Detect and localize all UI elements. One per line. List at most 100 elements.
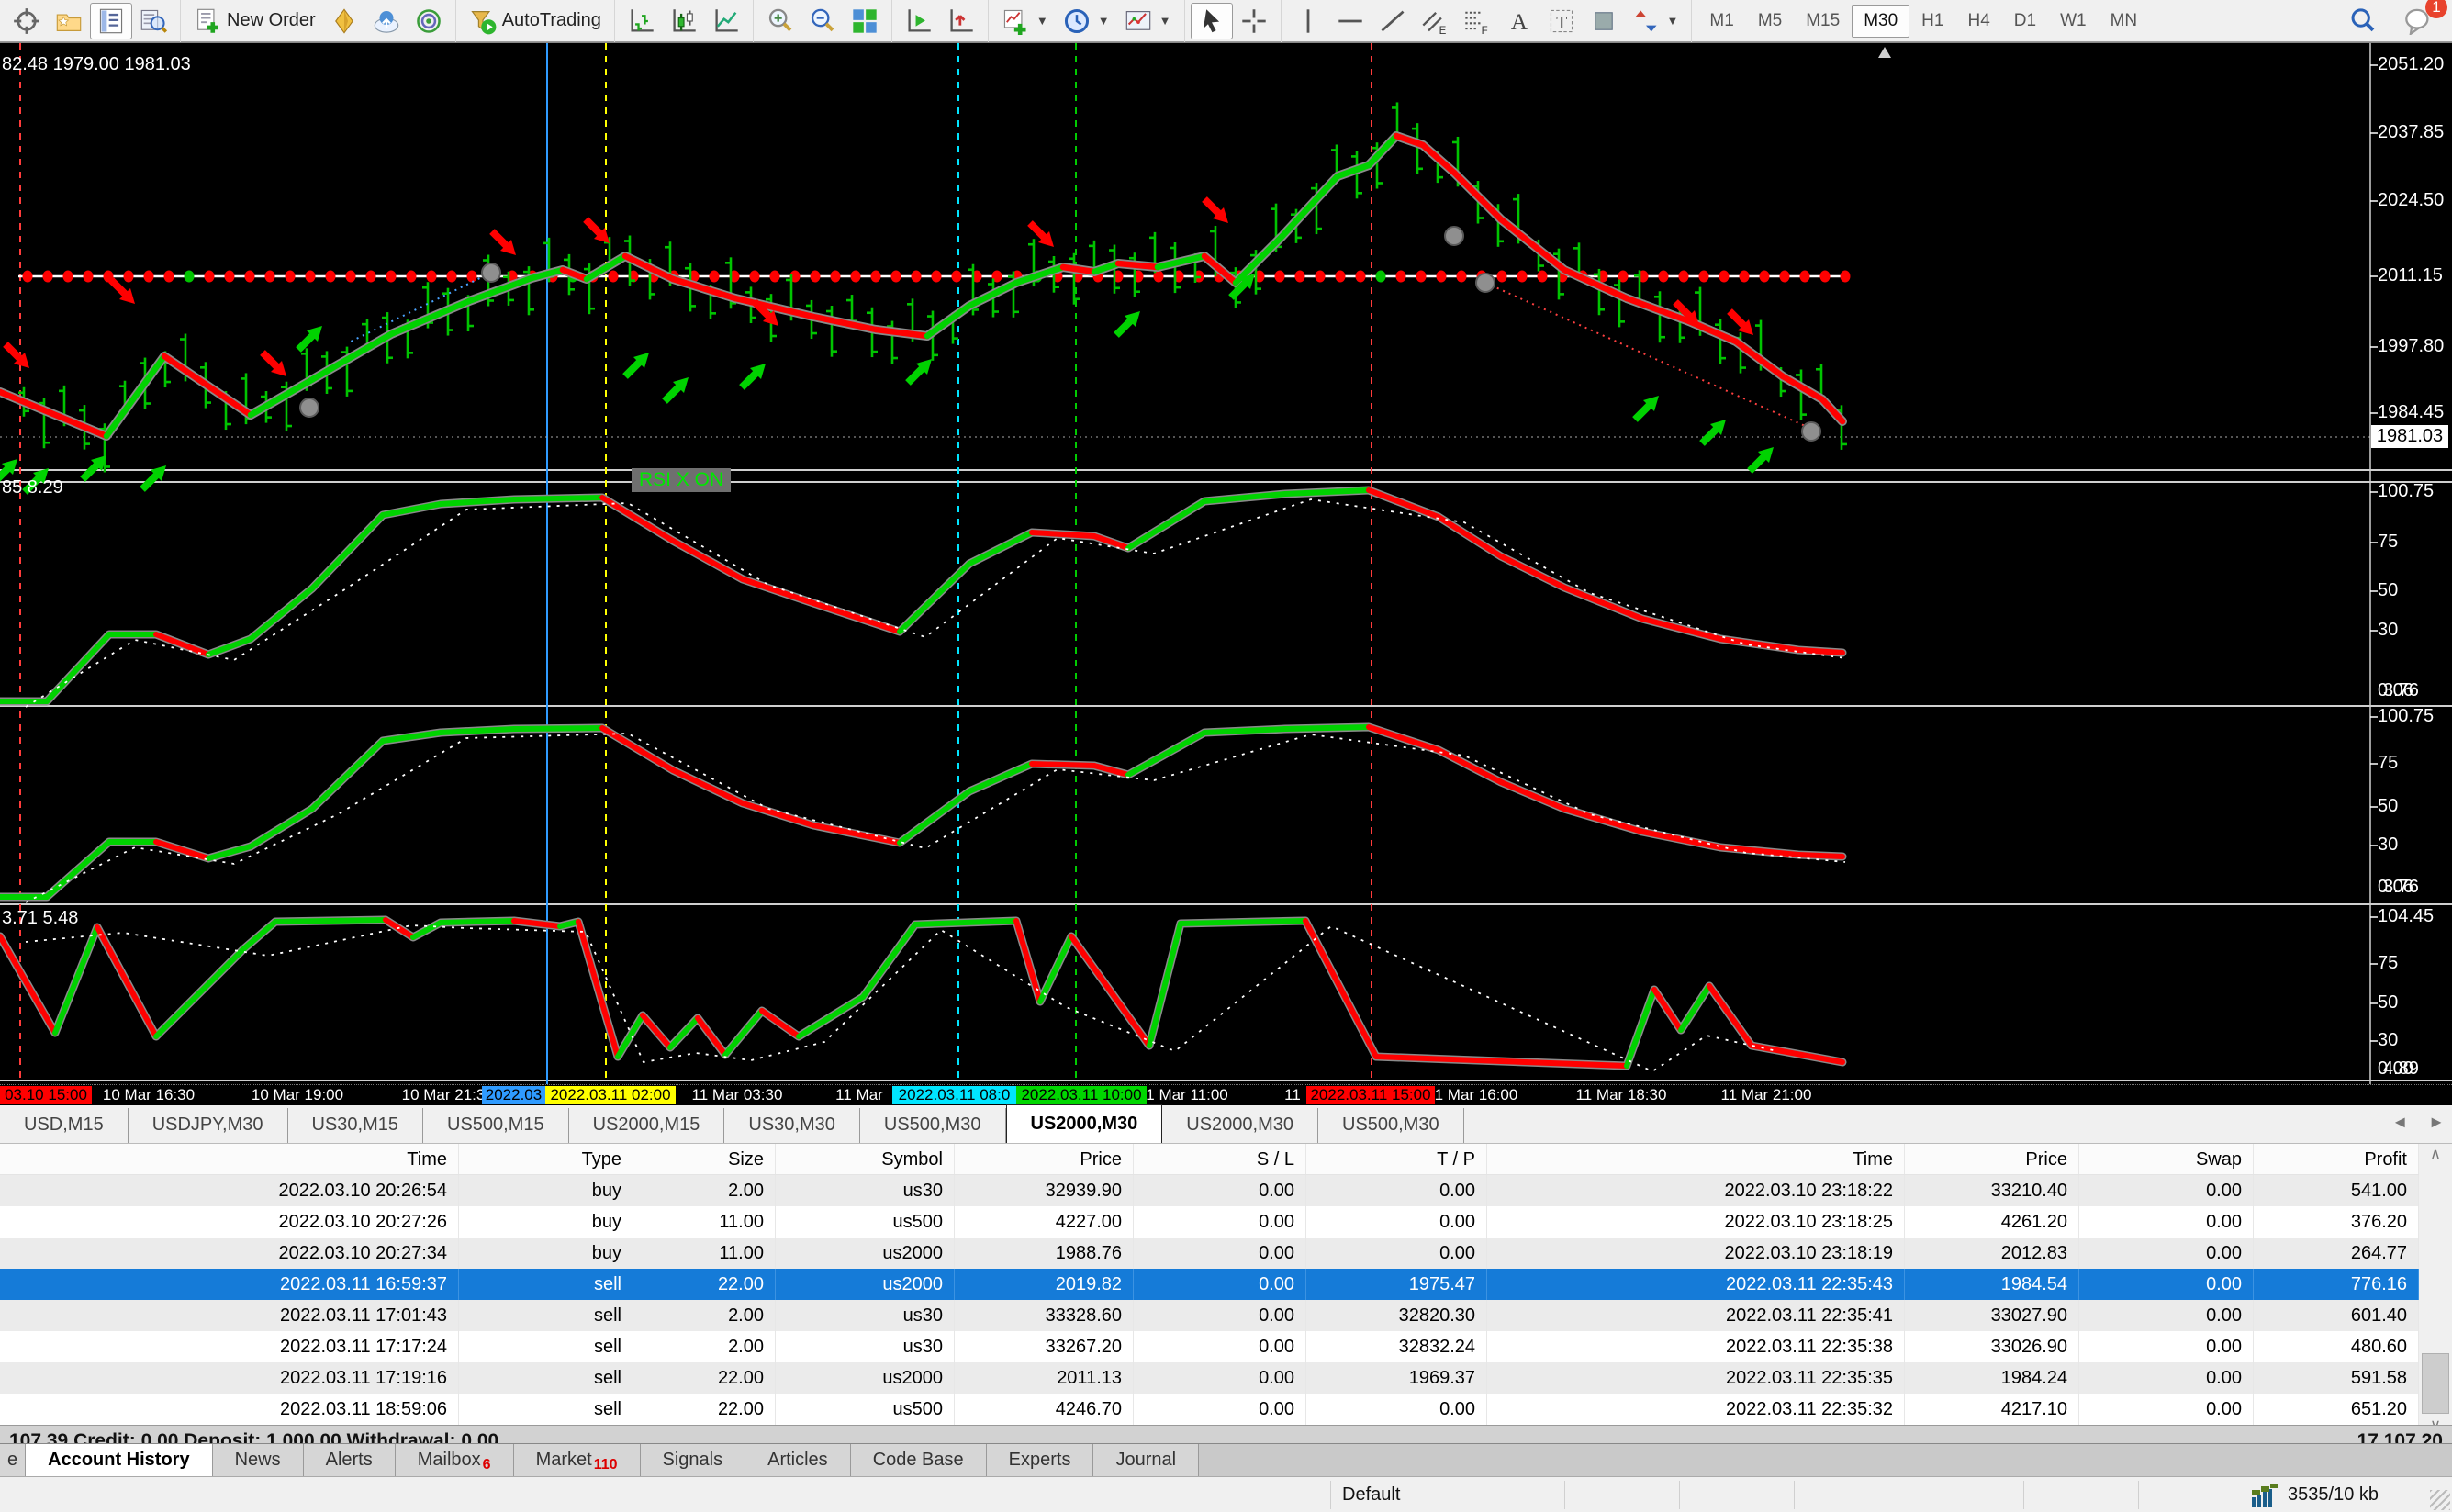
chart-tab-us500-m30[interactable]: US500,M30 [859,1108,1006,1143]
chart-tab-usd-m15[interactable]: USD,M15 [0,1108,129,1143]
terminal-tab-mailbox[interactable]: Mailbox 6 [395,1444,514,1476]
vertical-line-button[interactable] [1287,3,1329,39]
target-button[interactable] [6,3,48,39]
cloud-button[interactable] [365,3,408,39]
dropdown-caret-icon[interactable]: ▼ [1666,14,1679,28]
terminal-tab-alerts[interactable]: Alerts [303,1444,396,1476]
templates-button[interactable]: ▼ [1117,3,1179,39]
table-cell: 2022.03.10 23:18:19 [1487,1238,1905,1269]
timeframe-m30-button[interactable]: M30 [1852,4,1910,38]
chart-canvas[interactable] [0,43,2452,1084]
table-scrollbar[interactable]: ∧ ∨ [2419,1144,2452,1437]
gold-button[interactable] [323,3,365,39]
new-order-button[interactable]: New Order [186,3,323,39]
column-header[interactable]: T / P [1306,1144,1487,1174]
accounts-list-button[interactable] [90,2,132,39]
chart-tab-us500-m15[interactable]: US500,M15 [423,1108,569,1143]
resize-grip[interactable] [2430,1490,2450,1510]
new-chart-button[interactable]: ▼ [994,3,1056,39]
crosshair-button[interactable] [1233,3,1275,39]
dropdown-caret-icon[interactable]: ▼ [1159,14,1171,28]
timeframe-h4-button[interactable]: H4 [1967,10,1990,30]
column-header[interactable]: Profit [2254,1144,2419,1174]
column-header[interactable]: Type [459,1144,633,1174]
table-row[interactable]: 2022.03.11 16:59:37 sell 22.00 us2000 2019.8… [0,1269,2452,1300]
horizontal-line-button[interactable] [1329,3,1372,39]
terminal-tab-market[interactable]: Market 110 [513,1444,641,1476]
tab-scroll-right-icon[interactable]: ► [2428,1113,2445,1131]
column-header[interactable]: Swap [2079,1144,2254,1174]
chart-tab-us2000-m30[interactable]: US2000,M30 [1162,1108,1318,1143]
fibonacci-f-button[interactable]: F [1456,3,1498,39]
terminal-tab-code-base[interactable]: Code Base [850,1444,987,1476]
table-row[interactable]: 2022.03.11 17:19:16 sell 22.00 us2000 2011.1… [0,1362,2452,1394]
tile-windows-button[interactable] [844,3,886,39]
chart-tab-usdjpy-m30[interactable]: USDJPY,M30 [128,1108,288,1143]
timeframe-mn-button[interactable]: MN [2110,10,2138,30]
channel-e-button[interactable]: E [1414,3,1456,39]
table-cell: us2000 [776,1269,955,1300]
trendline-button[interactable] [1372,3,1414,39]
chart-tab-us2000-m15[interactable]: US2000,M15 [568,1108,725,1143]
chart-tab-us2000-m30[interactable]: US2000,M30 [1005,1104,1163,1143]
chart-tab-scroll[interactable]: ◄ ► [2391,1113,2445,1132]
column-header[interactable]: Symbol [776,1144,955,1174]
line-chart-button[interactable] [705,3,747,39]
timeframe-m15-button[interactable]: M15 [1806,10,1841,30]
table-row[interactable]: 2022.03.11 17:17:24 sell 2.00 us30 33267.20 0… [0,1331,2452,1362]
dropdown-caret-icon[interactable]: ▼ [1097,14,1110,28]
terminal-tab-account-history[interactable]: Account History [26,1444,213,1476]
chart-shift-button[interactable] [940,3,982,39]
table-row[interactable]: 2022.03.10 20:26:54 buy 2.00 us30 32939.90 0.… [0,1175,2452,1206]
column-header[interactable]: Price [1905,1144,2079,1174]
arrows-button[interactable]: ▼ [1625,3,1686,39]
timeframe-w1-button[interactable]: W1 [2060,10,2087,30]
terminal-tab-articles[interactable]: Articles [745,1444,851,1476]
signal-button[interactable] [408,3,450,39]
chart-tab-us500-m30[interactable]: US500,M30 [1318,1108,1464,1143]
status-profile[interactable]: Default [1331,1481,1565,1509]
chart-tab-us30-m15[interactable]: US30,M15 [287,1108,423,1143]
column-header[interactable]: Size [633,1144,776,1174]
autotrading-button[interactable]: AutoTrading [462,3,609,39]
chat-button[interactable]: 1 [2397,0,2447,39]
shapes-button[interactable] [1583,3,1625,39]
periods-clock-button[interactable]: ▼ [1056,3,1117,39]
scroll-up-icon[interactable]: ∧ [2430,1147,2441,1162]
terminal-tab-e[interactable]: e [0,1444,27,1476]
column-header[interactable] [0,1144,62,1174]
timeframe-d1-button[interactable]: D1 [2013,10,2037,30]
tab-scroll-left-icon[interactable]: ◄ [2391,1113,2409,1131]
text-a-button[interactable]: A [1498,3,1540,39]
timeframe-m5-button[interactable]: M5 [1757,10,1783,30]
table-row[interactable]: 2022.03.10 20:27:34 buy 11.00 us2000 1988.76… [0,1238,2452,1269]
chart-tab-us30-m30[interactable]: US30,M30 [724,1108,860,1143]
terminal-tab-journal[interactable]: Journal [1093,1444,1200,1476]
candle-chart-button[interactable] [663,3,705,39]
auto-scroll-button[interactable] [898,3,940,39]
column-header[interactable]: S / L [1134,1144,1306,1174]
column-header[interactable]: Price [955,1144,1134,1174]
table-cell [0,1331,62,1362]
dropdown-caret-icon[interactable]: ▼ [1036,14,1048,28]
bar-chart-button[interactable] [621,3,663,39]
column-header[interactable]: Time [62,1144,459,1174]
scrollbar-thumb[interactable] [2422,1353,2449,1414]
terminal-tab-experts[interactable]: Experts [986,1444,1094,1476]
profile-folder-button[interactable] [48,3,90,39]
table-row[interactable]: 2022.03.11 17:01:43 sell 2.00 us30 33328.60 0… [0,1300,2452,1331]
timeframe-m1-button[interactable]: M1 [1709,10,1734,30]
zoom-in-button[interactable] [759,3,801,39]
search-button[interactable] [2342,3,2384,39]
cursor-button[interactable] [1190,2,1233,39]
label-t-button[interactable]: T [1540,3,1583,39]
terminal-tab-news[interactable]: News [212,1444,304,1476]
timeframe-h1-button[interactable]: H1 [1921,10,1944,30]
chart-window[interactable]: 2051.20 2037.85 2024.50 2011.15 1997.80 1984.… [0,42,2452,1106]
terminal-tab-signals[interactable]: Signals [640,1444,746,1476]
market-preview-button[interactable] [132,3,174,39]
zoom-out-button[interactable] [801,3,844,39]
table-row[interactable]: 2022.03.11 18:59:06 sell 22.00 us500 4246.70… [0,1394,2452,1425]
column-header[interactable]: Time [1487,1144,1905,1174]
table-row[interactable]: 2022.03.10 20:27:26 buy 11.00 us500 4227.00 0… [0,1206,2452,1238]
